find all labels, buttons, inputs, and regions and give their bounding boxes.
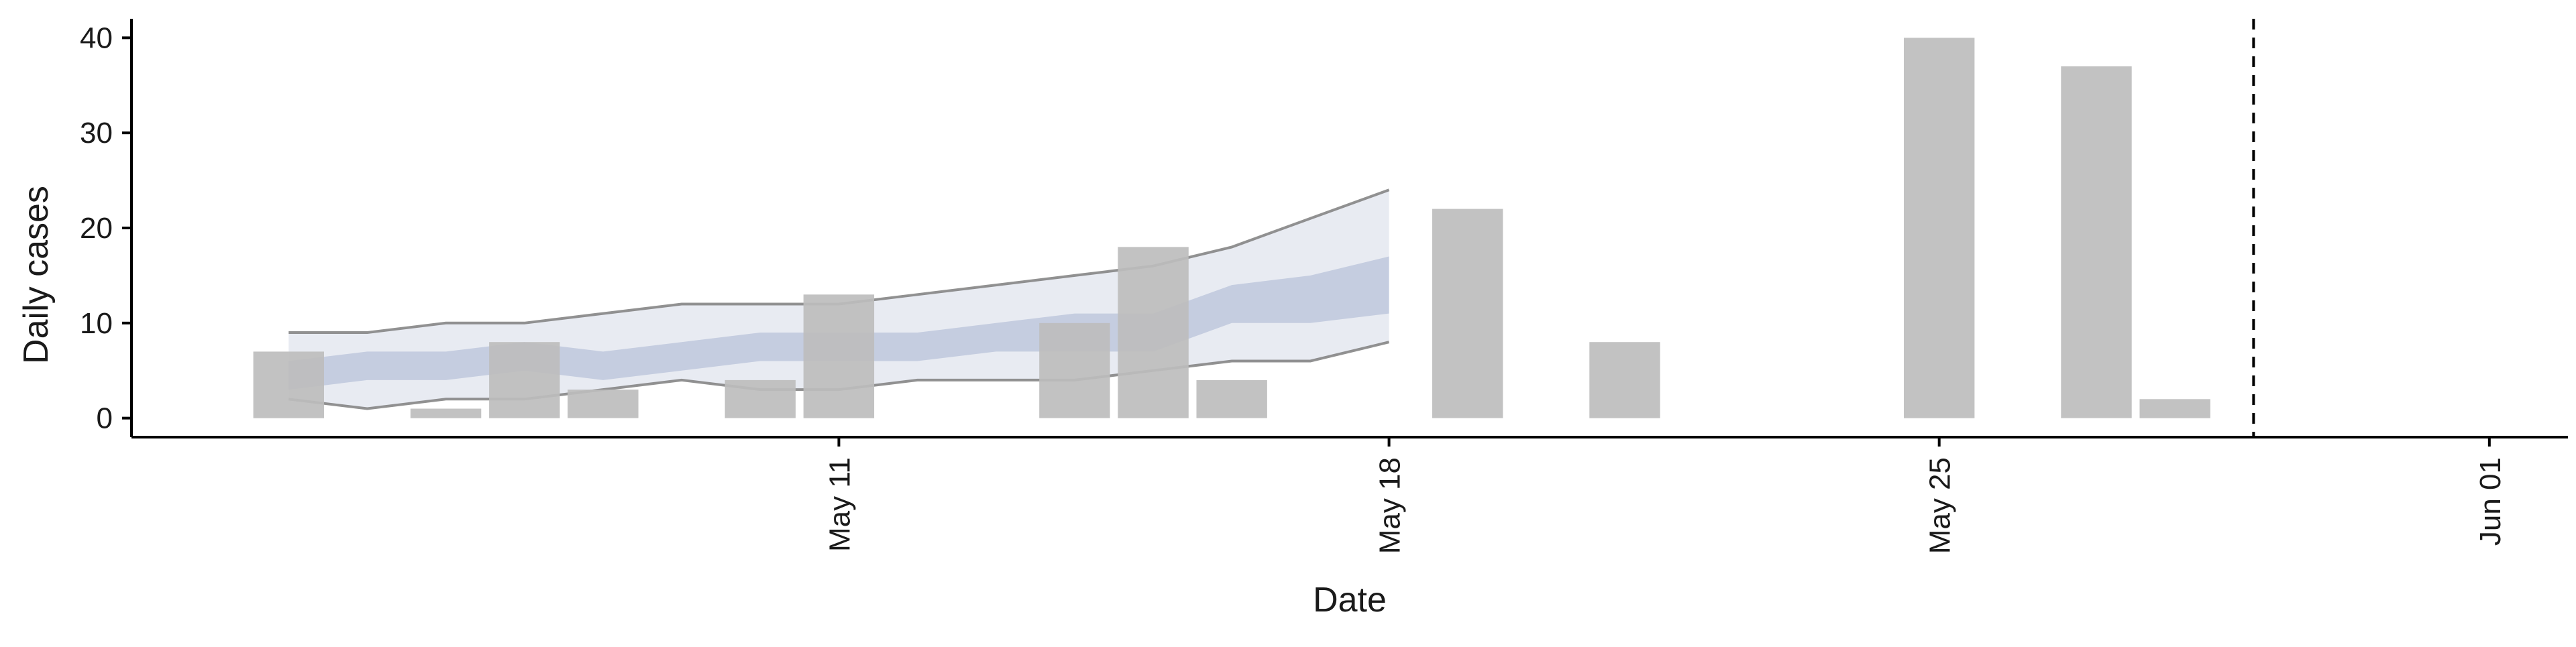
bar <box>1118 247 1189 418</box>
bar <box>803 294 875 418</box>
bar <box>1196 379 1267 418</box>
bar <box>1432 209 1503 418</box>
x-tick-label: May 11 <box>824 457 857 552</box>
bar <box>410 408 482 418</box>
x-axis-title: Date <box>1313 581 1387 620</box>
y-axis-title: Daily cases <box>17 186 56 364</box>
bar <box>568 390 639 418</box>
bar <box>1039 322 1110 418</box>
y-tick-label: 40 <box>80 21 113 54</box>
y-tick-label: 0 <box>97 402 113 435</box>
bar-layer <box>253 38 2210 418</box>
axis-layer: 0 10 20 30 40 May 11 May 18 May 25 Jun 01 <box>80 19 2568 554</box>
x-tick-label: May 25 <box>1924 457 1957 554</box>
x-tick-label: Jun 01 <box>2474 457 2507 546</box>
bar <box>489 342 560 418</box>
y-tick-label: 20 <box>80 212 113 245</box>
bar <box>1589 342 1660 418</box>
bar <box>1904 38 1975 418</box>
forecast-band-50 <box>288 256 1389 390</box>
y-tick-label: 30 <box>80 117 113 150</box>
bar <box>724 379 796 418</box>
bar <box>2061 66 2132 418</box>
y-tick-label: 10 <box>80 307 113 340</box>
bar <box>253 351 324 418</box>
x-tick-label: May 18 <box>1374 457 1407 554</box>
bar <box>2139 399 2210 418</box>
